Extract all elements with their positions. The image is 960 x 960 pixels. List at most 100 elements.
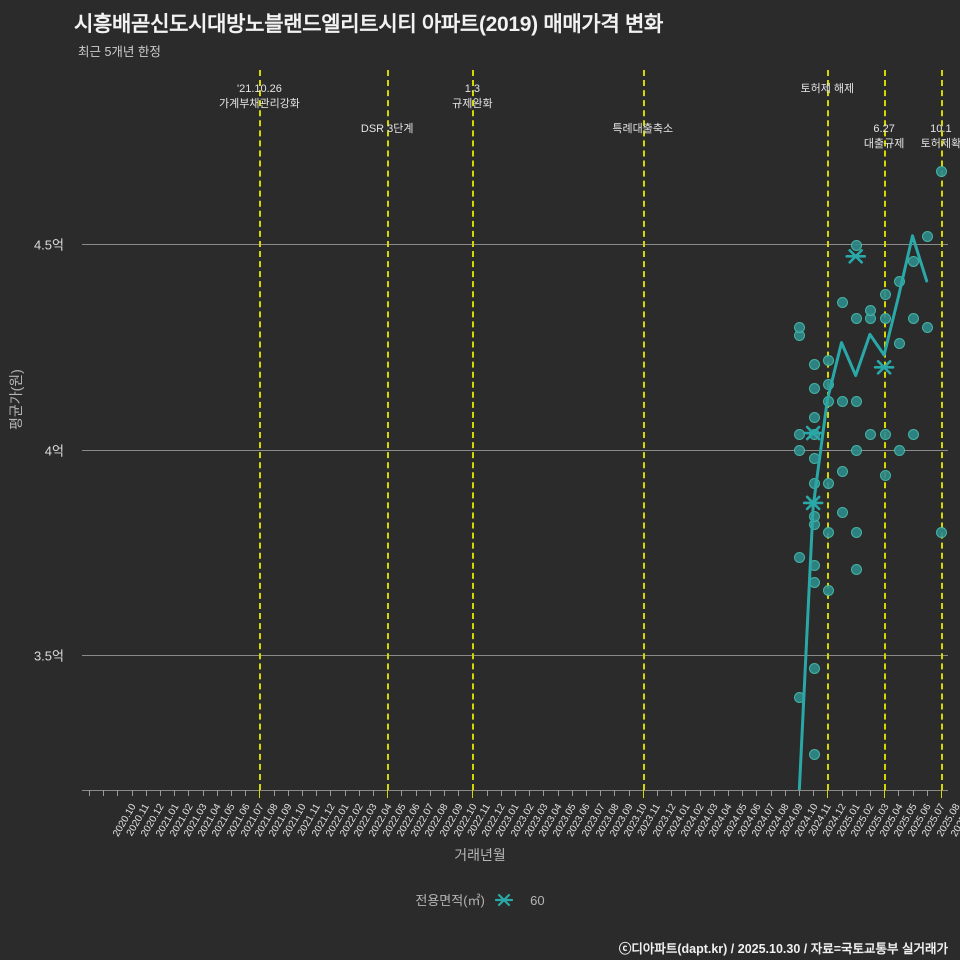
x-axis-tick	[429, 790, 431, 796]
event-line	[642, 70, 645, 790]
plot-area	[82, 70, 948, 790]
x-axis-tick	[145, 790, 147, 796]
x-axis-tick	[699, 790, 701, 796]
page-title: 시흥배곧신도시대방노블랜드엘리트시티 아파트(2019) 매매가격 변화	[74, 13, 664, 36]
x-axis-tick	[415, 790, 417, 796]
x-axis-tick	[131, 790, 133, 796]
event-annotation: DSR 3단계	[361, 122, 414, 137]
x-axis-ticks: 2020.10 2020.11 2020.12 2021.01 2021.02 2021.…	[82, 790, 960, 910]
x-axis-tick	[486, 790, 488, 796]
x-axis-tick	[245, 790, 247, 796]
legend-title: 전용면적(㎡)	[415, 893, 485, 908]
x-axis-tick	[103, 790, 105, 796]
x-axis-tick	[472, 790, 474, 798]
x-axis-tick	[543, 790, 545, 796]
x-axis-tick	[387, 790, 389, 798]
x-axis-tick	[813, 790, 815, 796]
x-axis-tick	[500, 790, 502, 796]
x-axis-tick	[642, 790, 644, 798]
x-axis-tick	[231, 790, 233, 796]
legend-value: 60	[530, 893, 545, 908]
event-annotation: 토허제 해제	[800, 82, 854, 97]
x-axis-tick	[571, 790, 573, 796]
event-annotations: '21.10.26 가계부채관리강화 DSR 3단계 1.3 규제완화 특례대출축소 토허제…	[0, 70, 960, 180]
x-axis-tick	[401, 790, 403, 796]
gridline	[82, 244, 948, 245]
x-axis-tick	[287, 790, 289, 796]
x-axis-tick	[898, 790, 900, 796]
x-axis-tick	[727, 790, 729, 796]
event-annotation: 10.1 토허제확	[921, 122, 960, 152]
x-axis-tick	[671, 790, 673, 796]
legend: 전용면적(㎡) 60	[0, 890, 960, 911]
event-line	[940, 70, 943, 790]
event-text: 대출규제	[863, 138, 905, 150]
x-axis-tick	[117, 790, 119, 796]
x-axis-tick	[600, 790, 602, 796]
event-text: 토허제확	[920, 138, 960, 150]
x-axis-tick	[458, 790, 460, 796]
event-date: 10.1	[930, 123, 952, 135]
event-date: '21.10.26	[236, 83, 282, 95]
x-axis-tick	[756, 790, 758, 796]
x-axis-tick	[614, 790, 616, 796]
x-axis-tick	[798, 790, 800, 796]
event-annotation: 특례대출축소	[612, 122, 673, 137]
event-line	[259, 70, 262, 790]
event-text: 규제완화	[452, 98, 493, 110]
x-axis-tick	[358, 790, 360, 796]
gridline	[82, 655, 948, 656]
event-text: 특례대출축소	[612, 123, 674, 135]
x-axis-label: 거래년월	[454, 847, 506, 863]
x-axis-tick	[89, 790, 91, 796]
x-axis-tick	[273, 790, 275, 796]
event-annotation: 1.3 규제완화	[452, 82, 492, 112]
x-axis-tick	[188, 790, 190, 796]
x-axis-tick	[855, 790, 857, 796]
x-axis-tick	[202, 790, 204, 796]
x-axis-tick	[216, 790, 218, 796]
x-axis-tick	[628, 790, 630, 796]
event-date: 6.27	[873, 123, 895, 135]
x-axis-tick	[344, 790, 346, 796]
x-axis-tick	[160, 790, 162, 796]
x-axis-tick	[656, 790, 658, 796]
x-axis-tick	[926, 790, 928, 796]
y-axis-tick-label: 4억	[44, 443, 64, 458]
x-axis-tick	[302, 790, 304, 796]
x-axis-tick	[742, 790, 744, 796]
star-marker-icon	[493, 892, 515, 911]
x-axis-tick	[259, 790, 261, 798]
event-annotation: '21.10.26 가계부채관리강화	[219, 82, 300, 112]
x-axis-tick	[330, 790, 332, 796]
event-text: 토허제 해제	[800, 83, 855, 95]
chart-subtitle: 최근 5개년 한정	[78, 45, 161, 59]
x-axis-tick	[713, 790, 715, 796]
x-axis-tick	[827, 790, 829, 798]
x-axis-tick	[685, 790, 687, 796]
x-axis-tick	[585, 790, 587, 796]
event-line	[472, 70, 475, 790]
y-axis-tick-label: 3.5억	[33, 648, 64, 664]
x-axis-tick	[869, 790, 871, 796]
x-axis-tick	[373, 790, 375, 796]
x-axis-tick	[557, 790, 559, 796]
x-axis-tick	[444, 790, 446, 796]
event-text: DSR 3단계	[360, 123, 414, 135]
x-axis-tick	[784, 790, 786, 796]
x-axis-tick	[912, 790, 914, 796]
gridline	[82, 449, 948, 451]
event-annotation: 6.27 대출규제	[864, 122, 904, 152]
x-axis-tick	[841, 790, 843, 796]
y-axis-ticks: 3.5억 4억 4.5억	[0, 70, 948, 790]
data-point	[936, 527, 948, 539]
x-axis-tick	[316, 790, 318, 796]
x-axis-tick	[515, 790, 516, 796]
x-axis-tick	[940, 790, 942, 798]
x-axis-tick	[174, 790, 176, 796]
x-axis-tick	[884, 790, 886, 798]
event-text: 가계부채관리강화	[218, 98, 300, 110]
y-axis-tick-label: 4.5억	[33, 237, 64, 253]
footer-credit: ⓒ디아파트(dapt.kr) / 2025.10.30 / 자료=국토교통부 실…	[618, 942, 948, 956]
